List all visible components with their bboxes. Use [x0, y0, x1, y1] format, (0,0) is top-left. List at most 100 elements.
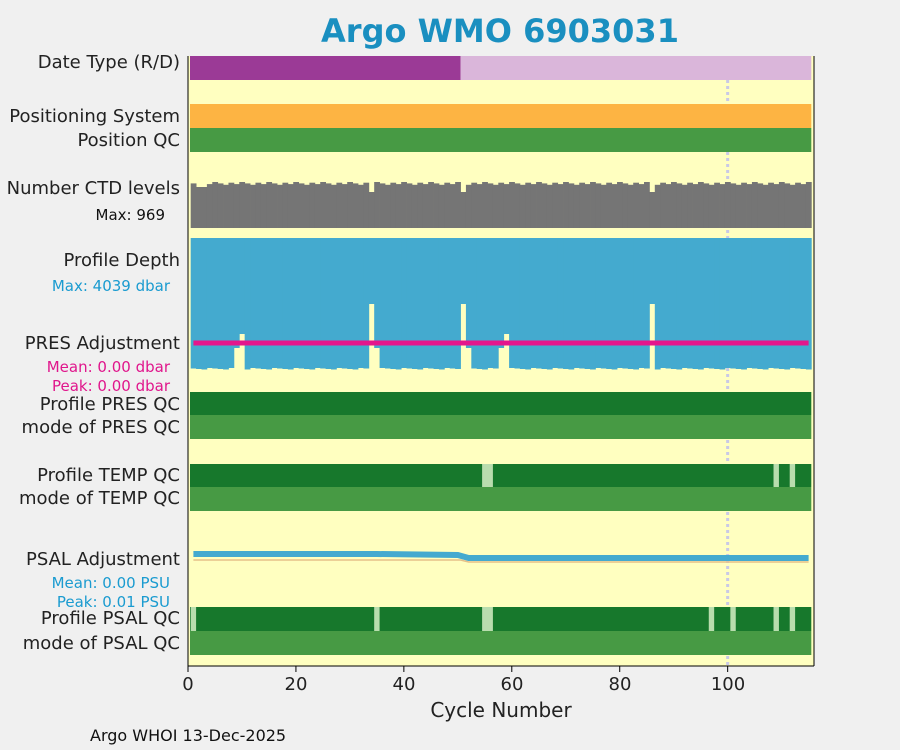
- profile-depth-bar: [314, 238, 321, 368]
- ctd-levels-bar: [751, 182, 758, 228]
- ctd-levels-bar: [509, 182, 515, 228]
- ctd-levels-bar: [773, 184, 780, 228]
- ctd-levels-bar: [196, 187, 202, 228]
- ctd-levels-bar: [455, 182, 461, 228]
- profile-depth-bar: [514, 238, 521, 369]
- ctd-levels-bar: [530, 184, 537, 228]
- profile-depth-bar: [287, 238, 294, 370]
- x-tick-label: 0: [182, 674, 194, 695]
- profile-depth-bar: [325, 238, 332, 369]
- ctd-levels-bar: [395, 184, 402, 228]
- profile-depth-bar: [357, 238, 364, 368]
- ctd-levels-bar: [384, 184, 391, 228]
- profile-depth-bar: [768, 238, 774, 368]
- profile-depth-bar: [708, 238, 715, 369]
- ctd-levels-bar: [363, 182, 370, 228]
- ctd-levels-bar: [336, 182, 343, 228]
- profile-depth-bar: [298, 238, 305, 369]
- ctd-levels-bar: [584, 184, 591, 228]
- ctd-levels-bar: [670, 182, 677, 228]
- profile-depth-bar: [438, 238, 445, 370]
- profile-depth-bar: [665, 238, 672, 369]
- profile-depth-bar: [584, 238, 591, 369]
- profile-depth-bar: [336, 238, 343, 368]
- profile-depth-bar: [212, 238, 219, 369]
- ctd-levels-bar: [633, 182, 640, 228]
- profile-depth-bar: [374, 238, 380, 348]
- ctd-levels-bar: [617, 182, 623, 228]
- ctd-levels-bar: [536, 182, 542, 228]
- pres-adj-peak-text: Peak: 0.00 dbar: [51, 377, 170, 395]
- ctd-levels-bar: [552, 182, 559, 228]
- ctd-levels-bar: [714, 182, 720, 228]
- profile-depth-bar: [525, 238, 532, 370]
- ctd-levels-bar: [223, 184, 229, 228]
- profile-psal-qc-bar: [190, 607, 812, 631]
- x-tick-label: 20: [284, 674, 308, 695]
- label-number-ctd-levels: Number CTD levels: [6, 178, 180, 199]
- profile-depth-bar: [546, 238, 553, 370]
- profile-depth-bar: [233, 238, 240, 348]
- profile-depth-bar: [676, 238, 683, 370]
- psal-qc-flag-cell: [708, 607, 715, 631]
- x-tick-label: 100: [710, 674, 746, 695]
- profile-depth-bar: [304, 238, 310, 369]
- label-date-type: Date Type (R/D): [37, 52, 180, 73]
- label-position-qc: Position QC: [77, 130, 180, 151]
- profile-depth-bar: [482, 238, 488, 370]
- profile-depth-bar: [622, 238, 629, 369]
- profile-depth-bar: [552, 238, 559, 368]
- ctd-levels-bar: [746, 184, 753, 228]
- ctd-levels-bar: [298, 183, 305, 228]
- profile-depth-bar: [271, 238, 278, 368]
- profile-depth-bar: [347, 238, 353, 369]
- profile-depth-bar: [800, 238, 807, 369]
- profile-depth-bar: [687, 238, 693, 369]
- ctd-levels-bar: [379, 183, 386, 228]
- ctd-levels-bar: [503, 184, 510, 228]
- ctd-levels-bar: [190, 183, 197, 228]
- profile-depth-bar: [449, 238, 456, 369]
- ctd-levels-bar: [201, 187, 208, 228]
- profile-depth-bar: [681, 238, 688, 368]
- ctd-levels-bar: [239, 182, 246, 228]
- profile-depth-bar: [422, 238, 429, 368]
- profile-depth-bar: [536, 238, 542, 369]
- psal-qc-flag-cell: [482, 607, 493, 631]
- profile-depth-bar: [190, 238, 197, 369]
- profile-depth-bar: [363, 238, 370, 369]
- ctd-levels-bar: [568, 183, 575, 228]
- profile-depth-bar: [573, 238, 580, 368]
- ctd-levels-bar: [314, 184, 321, 228]
- ctd-levels-bar: [762, 184, 769, 228]
- profile-depth-bar: [201, 238, 208, 370]
- psal-adjustment-dm-line: [193, 559, 809, 563]
- profile-depth-bar: [633, 238, 640, 370]
- profile-depth-bar: [714, 238, 720, 369]
- ctd-levels-bar: [438, 184, 445, 228]
- profile-depth-bar: [444, 238, 451, 368]
- profile-depth-bar: [433, 238, 440, 369]
- profile-depth-bar: [644, 238, 650, 369]
- ctd-levels-bar: [206, 184, 213, 228]
- x-tick-label: 40: [392, 674, 416, 695]
- positioning-system-bar: [190, 104, 812, 128]
- profile-depth-bar: [492, 238, 499, 369]
- profile-depth-bar: [487, 238, 494, 368]
- ctd-levels-bar: [320, 182, 327, 228]
- profile-depth-bar: [649, 238, 656, 304]
- psal-qc-flag-cell: [789, 607, 796, 631]
- psal-adjustment-line: [193, 551, 809, 561]
- profile-depth-bar: [670, 238, 677, 369]
- profile-depth-bar: [309, 238, 316, 370]
- profile-depth-bar: [503, 238, 510, 334]
- profile-depth-bar: [600, 238, 607, 369]
- ctd-levels-bar: [800, 184, 807, 228]
- ctd-levels-bar: [730, 183, 737, 228]
- profile-depth-bar: [217, 238, 224, 369]
- ctd-levels-bar: [374, 182, 380, 228]
- ctd-levels-bar: [681, 184, 688, 228]
- profile-depth-bar: [196, 238, 202, 369]
- psal-qc-flag-cell: [374, 607, 380, 631]
- ctd-levels-bar: [482, 182, 488, 228]
